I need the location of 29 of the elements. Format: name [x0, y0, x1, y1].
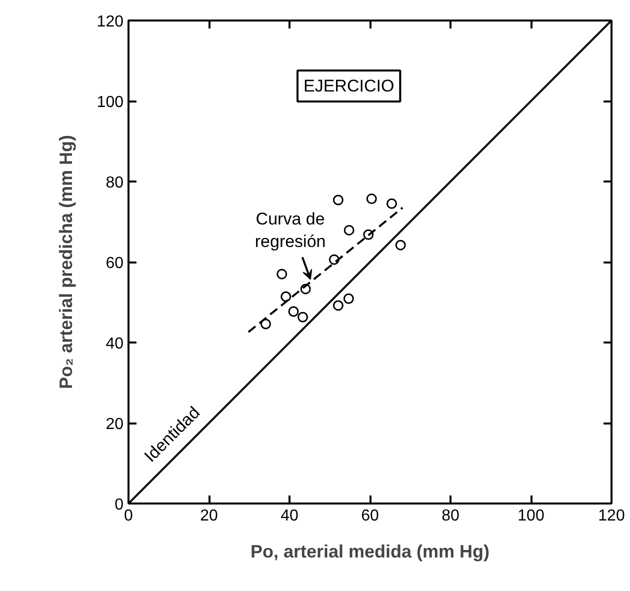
x-axis-title: Po, arterial medida (mm Hg) [250, 542, 490, 562]
y-tick-label: 20 [106, 416, 124, 433]
point [366, 194, 377, 204]
point [395, 240, 406, 250]
y-tick-label: 100 [96, 94, 124, 111]
x-tick-label: 100 [518, 508, 544, 524]
point [386, 198, 397, 209]
point [288, 306, 299, 317]
x-tick-label: 40 [280, 508, 298, 524]
y-tick-label: 60 [106, 255, 124, 272]
point [332, 194, 344, 206]
point [344, 224, 354, 236]
y-tick-label: 80 [106, 174, 124, 192]
x-tick-label: 20 [200, 508, 218, 524]
point [298, 312, 308, 322]
annotation: EJERCICIO [304, 76, 394, 96]
x-tick-label: 80 [442, 508, 460, 524]
y-axis-title: Po₂ arterial predicha (mm Hg) [56, 134, 76, 390]
annotation: Curva de regresión [254, 209, 326, 252]
x-tick-label: 60 [361, 508, 379, 524]
y-tick-label: 40 [106, 336, 124, 352]
point [343, 293, 354, 304]
point [332, 300, 344, 311]
y-tick-label: 0 [114, 496, 124, 514]
x-tick-label: 120 [598, 508, 625, 524]
point [276, 268, 288, 280]
point [260, 318, 272, 330]
point [280, 291, 292, 302]
y-tick-label: 120 [96, 14, 124, 30]
